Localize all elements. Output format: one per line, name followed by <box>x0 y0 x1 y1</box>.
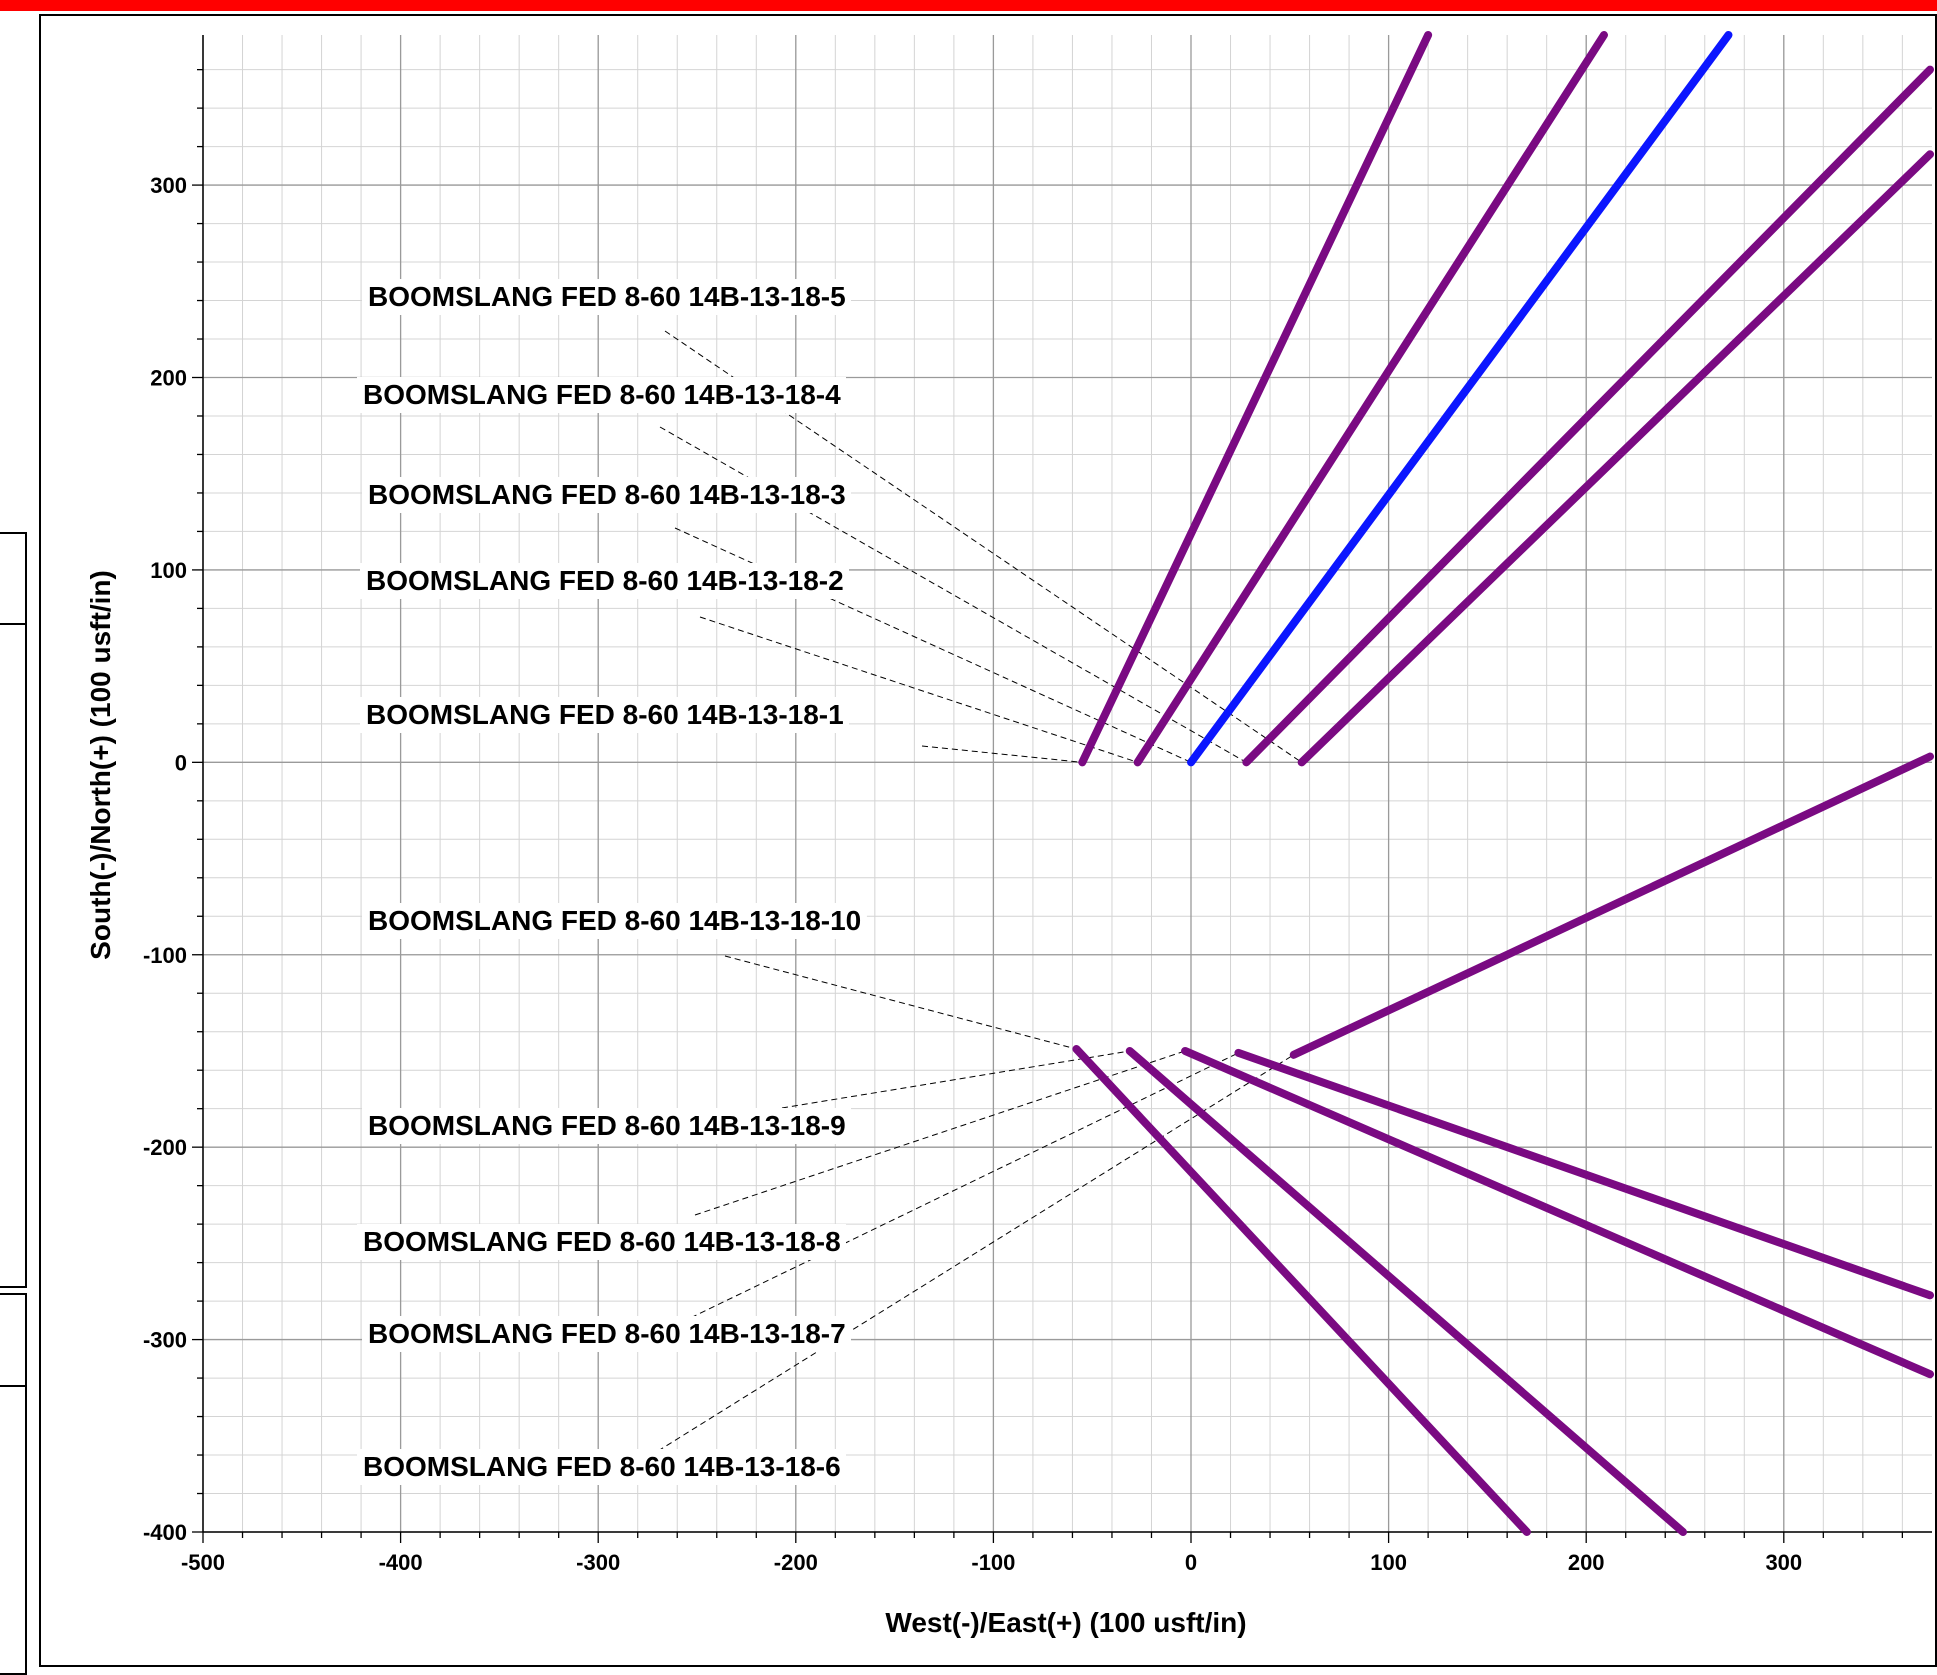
x-tick-label: -400 <box>379 1550 423 1575</box>
y-tick-label: -100 <box>143 943 187 968</box>
label-leader-line <box>699 616 1138 763</box>
side-panel-middle <box>0 623 27 1288</box>
series-line-9 <box>1234 1048 1935 1300</box>
x-tick-label: -300 <box>576 1550 620 1575</box>
minor-grid <box>202 35 1932 1533</box>
x-tick-label: -100 <box>971 1550 1015 1575</box>
well-labels: BOOMSLANG FED 8-60 14B-13-18-5 BOOMSLANG … <box>357 279 867 1485</box>
series-line-3 <box>1187 31 1733 767</box>
well-label-background <box>357 377 846 413</box>
label-leader-line <box>664 330 1302 763</box>
well-label-background <box>362 279 851 315</box>
x-tick-label: 200 <box>1568 1550 1605 1575</box>
y-tick-label: 200 <box>150 366 187 391</box>
well-label: BOOMSLANG FED 8-60 14B-13-18-2 <box>366 565 844 596</box>
well-label: BOOMSLANG FED 8-60 14B-13-18-6 <box>363 1451 841 1482</box>
series-line-10 <box>1289 752 1935 1059</box>
series-line-1 <box>1078 31 1433 767</box>
y-tick-label: 300 <box>150 173 187 198</box>
x-tick-label: 100 <box>1370 1550 1407 1575</box>
series-line-8 <box>1181 1046 1935 1379</box>
well-label-background <box>362 903 867 939</box>
y-tick-label: 0 <box>175 750 187 775</box>
well-label: BOOMSLANG FED 8-60 14B-13-18-4 <box>363 379 841 410</box>
series-line-4 <box>1242 65 1935 767</box>
axis-ticks: -500 -400 -300 -200 -100 0 100 200 300 -400 -300 -2… <box>143 68 1904 1575</box>
series-line-2 <box>1133 31 1608 767</box>
y-tick-label: 100 <box>150 558 187 583</box>
header-stripe <box>0 0 1937 11</box>
y-tick-label: -200 <box>143 1135 187 1160</box>
well-label-background <box>360 563 849 599</box>
series-line-7 <box>1125 1046 1688 1536</box>
x-tick-label: -200 <box>774 1550 818 1575</box>
well-label-background <box>362 1108 851 1144</box>
label-leader-line <box>921 745 1083 763</box>
well-label: BOOMSLANG FED 8-60 14B-13-18-3 <box>368 479 846 510</box>
x-tick-label: -500 <box>181 1550 225 1575</box>
x-tick-label: 300 <box>1765 1550 1802 1575</box>
well-series <box>1072 31 1935 1536</box>
well-label-background <box>360 697 849 733</box>
chart-frame <box>39 14 1937 1667</box>
well-label: BOOMSLANG FED 8-60 14B-13-18-7 <box>368 1318 846 1349</box>
well-label-background <box>362 1316 851 1352</box>
label-leader-line <box>724 955 1077 1050</box>
x-tick-label: 0 <box>1185 1550 1197 1575</box>
well-label-background <box>362 477 851 513</box>
major-grid <box>202 35 1932 1533</box>
plot-axes <box>202 35 1932 1533</box>
x-axis-title: West(-)/East(+) (100 usft/in) <box>885 1607 1246 1638</box>
series-line-5 <box>1297 150 1935 767</box>
y-tick-label: -400 <box>143 1520 187 1545</box>
label-leader-line <box>681 1052 1239 1323</box>
well-label: BOOMSLANG FED 8-60 14B-13-18-5 <box>368 281 846 312</box>
y-tick-label: -300 <box>143 1328 187 1353</box>
well-label: BOOMSLANG FED 8-60 14B-13-18-10 <box>368 905 861 936</box>
label-leader-line <box>657 1054 1295 1452</box>
well-label-background <box>357 1449 846 1485</box>
well-label: BOOMSLANG FED 8-60 14B-13-18-9 <box>368 1110 846 1141</box>
well-label: BOOMSLANG FED 8-60 14B-13-18-8 <box>363 1226 841 1257</box>
label-leader-line <box>781 1050 1130 1109</box>
well-label-background <box>357 1224 846 1260</box>
y-axis-title: South(-)/North(+) (100 usft/in) <box>85 570 116 960</box>
well-label: BOOMSLANG FED 8-60 14B-13-18-1 <box>366 699 844 730</box>
series-line-6 <box>1072 1045 1531 1536</box>
